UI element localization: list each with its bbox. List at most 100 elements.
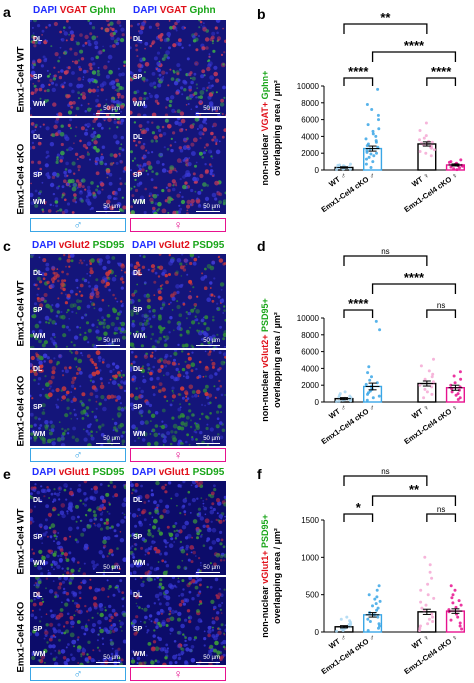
header-dapi: DAPI (33, 5, 57, 16)
y-axis-label-part: VGAT+ (260, 102, 270, 132)
significance-label: **** (348, 296, 369, 311)
significance-label: * (356, 500, 362, 515)
data-point (426, 582, 430, 586)
data-point (377, 127, 381, 131)
significance-label: **** (348, 64, 369, 79)
data-point (452, 374, 456, 378)
layer-label-wm: WM (133, 333, 146, 340)
y-tick-label: 10000 (297, 82, 320, 91)
significance-label: **** (404, 38, 425, 53)
chart-b: 0 2000 4000 6000 8000 10000 non-nuclear VGAT+ … (260, 10, 465, 214)
data-point (430, 375, 434, 379)
y-axis-label-part: vGlut2+ (260, 335, 270, 368)
data-point (364, 137, 368, 141)
y-axis-label-line2: overlapping area / µm² (272, 312, 282, 408)
scale-bar (196, 662, 220, 663)
data-point (348, 167, 352, 171)
significance-label: ** (409, 482, 420, 497)
y-tick-label: 1500 (301, 516, 319, 525)
category-label: Emx1-Cel4 cKO ♂ (319, 632, 376, 676)
category-label: WT ♂ (327, 170, 348, 188)
scale-label: 50 µm (103, 565, 120, 571)
header-c-left: DAPI vGlut2 PSD95 (32, 240, 124, 251)
data-point (453, 381, 457, 385)
data-point (426, 593, 430, 597)
layer-label-dl: DL (133, 497, 143, 504)
data-point (348, 394, 352, 398)
scale-bar (96, 113, 120, 114)
data-point (423, 377, 427, 381)
data-point (428, 570, 432, 574)
data-point (447, 608, 451, 612)
y-tick-label: 0 (315, 166, 320, 175)
data-point (377, 622, 381, 626)
scale-bar (196, 211, 220, 212)
category-label: Emx1-Cel4 cKO ♀ (402, 170, 459, 214)
data-point (375, 588, 379, 592)
data-point (450, 390, 454, 394)
data-point (364, 162, 368, 166)
scale-label: 50 µm (103, 106, 120, 112)
sex-box-male: ♂ (30, 448, 126, 462)
layer-label-sp: SP (33, 74, 43, 81)
significance-bracket (426, 309, 457, 318)
female-symbol: ♀ (173, 448, 183, 462)
data-point (376, 145, 380, 149)
data-point (371, 396, 375, 400)
scale-label: 50 µm (103, 655, 120, 661)
data-point (370, 108, 374, 111)
data-point (456, 615, 460, 619)
layer-label-sp: SP (33, 534, 43, 541)
micrograph: DL SP WM 50 µm (30, 118, 126, 214)
header-marker2: PSD95 (192, 467, 225, 478)
micrograph: DL SP WM 50 µm (130, 118, 226, 214)
y-tick-label: 8000 (301, 331, 319, 340)
panel-letter-a: a (3, 4, 11, 20)
data-point (459, 377, 463, 381)
female-symbol: ♀ (173, 218, 183, 232)
header-marker1: VGAT (59, 5, 87, 16)
panel-letter-b: b (257, 6, 266, 22)
layer-label-dl: DL (133, 366, 143, 373)
data-point (418, 383, 422, 387)
category-label: Emx1-Cel4 cKO ♀ (402, 402, 459, 446)
data-point (458, 396, 462, 400)
data-point (375, 608, 379, 612)
panel-letter-c: c (3, 238, 11, 254)
data-point (376, 87, 380, 91)
scale-bar (196, 572, 220, 573)
data-point (419, 600, 423, 604)
data-point (418, 138, 421, 142)
header-dapi: DAPI (32, 240, 56, 251)
scale-bar (96, 662, 120, 663)
data-point (367, 155, 371, 159)
data-point (430, 576, 434, 580)
significance-bracket (371, 495, 457, 506)
header-e-right: DAPI vGlut1 PSD95 (132, 467, 224, 478)
data-point (418, 626, 422, 630)
y-tick-label: 6000 (301, 116, 319, 125)
data-point (367, 593, 371, 597)
y-tick-label: 4000 (301, 364, 319, 373)
data-point (371, 129, 375, 133)
data-point (368, 620, 372, 623)
data-point (449, 584, 453, 588)
female-symbol: ♀ (173, 667, 183, 681)
category-label: WT ♂ (327, 632, 348, 650)
layer-label-dl: DL (33, 36, 43, 43)
data-point (378, 599, 382, 603)
data-point (458, 621, 462, 625)
scale-label: 50 µm (103, 338, 120, 344)
male-symbol: ♂ (73, 667, 83, 681)
data-point (449, 160, 453, 164)
data-point (372, 154, 376, 158)
layer-label-dl: DL (133, 134, 143, 141)
male-symbol: ♂ (73, 448, 83, 462)
data-point (426, 622, 430, 626)
header-dapi: DAPI (32, 467, 56, 478)
data-point (427, 369, 431, 373)
layer-label-wm: WM (133, 560, 146, 567)
significance-bracket (343, 475, 428, 486)
data-point (428, 563, 432, 567)
category-label: WT ♂ (327, 402, 348, 420)
